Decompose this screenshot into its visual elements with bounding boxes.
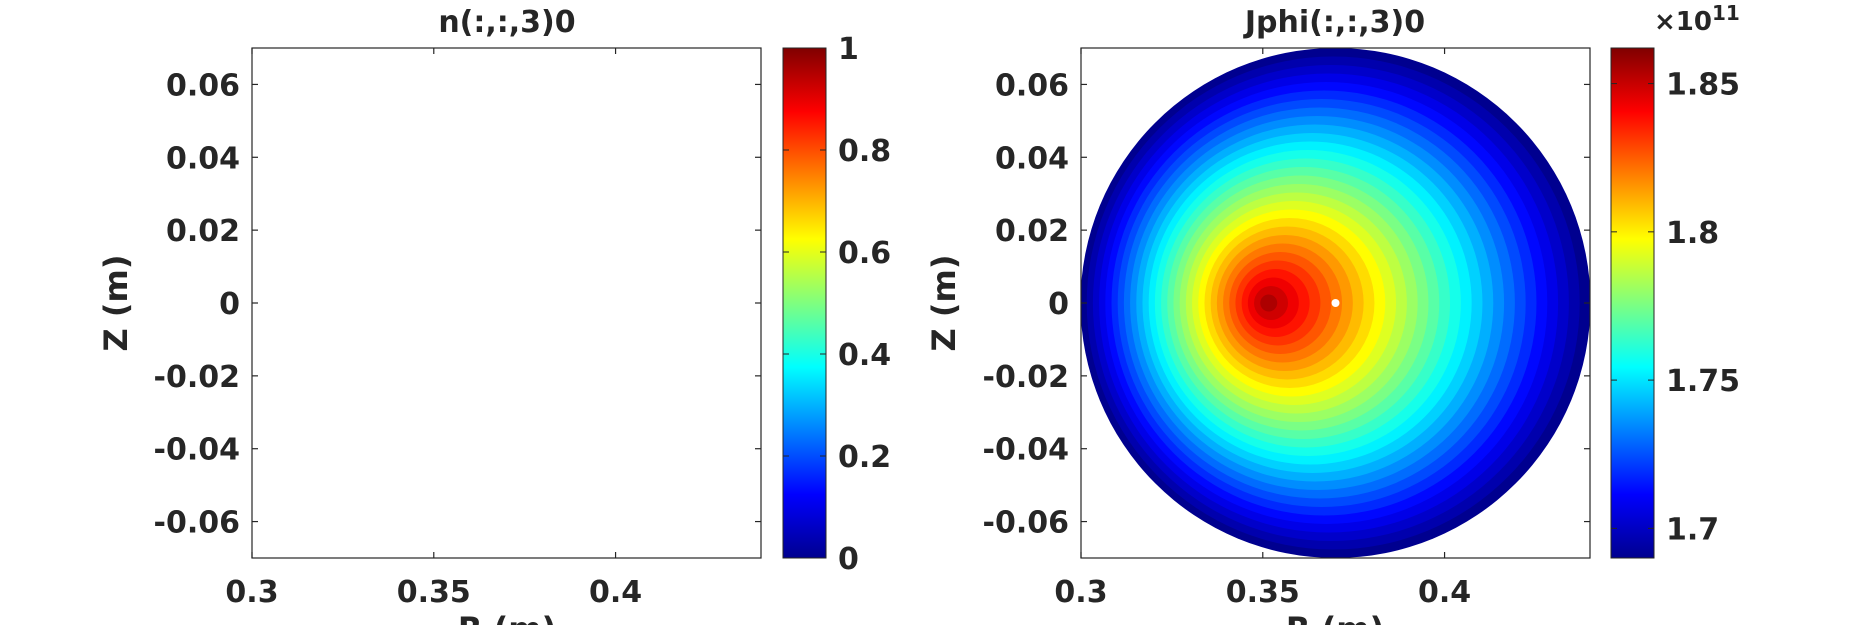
right-colorbar-exponent: ×1011 <box>1654 1 1740 37</box>
left-ytick-label-4: -0.02 <box>154 360 240 395</box>
right-colorbar-ticks: 1.85 1.8 1.75 1.7 <box>1611 68 1740 547</box>
left-ytick-label-0: 0.06 <box>166 68 240 103</box>
left-ytick-label-6: -0.06 <box>154 506 240 541</box>
right-ylabel: Z (m) <box>925 255 963 352</box>
left-colorbar <box>782 47 827 559</box>
left-cb-tick-label-1: 0.8 <box>838 134 891 169</box>
right-y-ticks: 0.06 0.04 0.02 0 -0.02 -0.04 -0.06 <box>983 68 1590 541</box>
left-axes-box <box>251 47 762 559</box>
right-xtick-label-1: 0.35 <box>1226 575 1300 610</box>
right-panel: Jphi(:,:,3)0 0.06 0.04 0.02 0 -0.02 -0.04 -0.0… <box>925 1 1740 625</box>
left-cb-tick-label-3: 0.4 <box>838 338 891 373</box>
left-ytick-label-1: 0.04 <box>166 141 240 176</box>
right-xlabel: R (m) <box>1286 610 1384 625</box>
right-marker-dot <box>1331 299 1340 307</box>
left-title: n(:,:,3)0 <box>438 5 575 40</box>
right-cb-tick-label-0: 1.85 <box>1666 68 1740 103</box>
left-cb-tick-label-2: 0.6 <box>838 236 891 271</box>
left-cb-tick-label-5: 0 <box>838 542 859 577</box>
right-xtick-label-0: 0.3 <box>1054 575 1107 610</box>
right-cb-tick-label-2: 1.75 <box>1666 364 1740 399</box>
right-xtick-label-2: 0.4 <box>1418 575 1471 610</box>
right-colorbar <box>1610 47 1655 559</box>
left-ytick-label-3: 0 <box>219 287 240 322</box>
left-ytick-label-2: 0.02 <box>166 214 240 249</box>
right-ytick-label-0: 0.06 <box>995 68 1069 103</box>
right-cb-tick-label-1: 1.8 <box>1666 216 1719 251</box>
left-xtick-label-0: 0.3 <box>225 575 278 610</box>
right-contour-field <box>1081 48 1590 558</box>
left-xlabel: R (m) <box>458 610 556 625</box>
right-cb-tick-label-3: 1.7 <box>1666 512 1719 547</box>
right-ytick-label-3: 0 <box>1048 287 1069 322</box>
right-ytick-label-1: 0.04 <box>995 141 1069 176</box>
left-y-ticks: 0.06 0.04 0.02 0 -0.02 -0.04 -0.06 <box>154 68 761 541</box>
left-panel: n(:,:,3)0 0.06 0.04 0.02 0 -0.02 -0.04 -0.06 0… <box>97 5 891 625</box>
right-title: Jphi(:,:,3)0 <box>1243 5 1425 40</box>
left-colorbar-ticks: 1 0.8 0.6 0.4 0.2 0 <box>783 32 891 577</box>
right-ytick-label-5: -0.04 <box>983 433 1069 468</box>
left-cb-tick-label-4: 0.2 <box>838 440 891 475</box>
left-xtick-label-2: 0.4 <box>589 575 642 610</box>
left-x-ticks: 0.3 0.35 0.4 <box>225 48 642 610</box>
left-xtick-label-1: 0.35 <box>397 575 471 610</box>
left-cb-tick-label-0: 1 <box>838 32 859 67</box>
right-contour-level-29 <box>1260 294 1278 312</box>
exponent-power: 11 <box>1712 1 1740 25</box>
left-ytick-label-5: -0.04 <box>154 433 240 468</box>
right-ytick-label-2: 0.02 <box>995 214 1069 249</box>
right-x-ticks: 0.3 0.35 0.4 <box>1054 48 1471 610</box>
exponent-base: ×10 <box>1654 7 1712 37</box>
right-ytick-label-4: -0.02 <box>983 360 1069 395</box>
right-ytick-label-6: -0.06 <box>983 506 1069 541</box>
left-ylabel: Z (m) <box>97 255 135 352</box>
